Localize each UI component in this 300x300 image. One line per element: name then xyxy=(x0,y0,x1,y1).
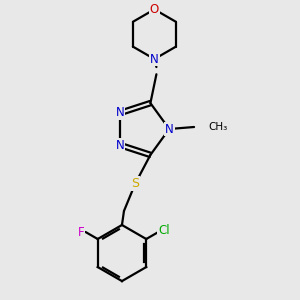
Text: F: F xyxy=(77,226,84,238)
Text: Cl: Cl xyxy=(158,224,170,237)
Text: N: N xyxy=(165,122,174,136)
Text: S: S xyxy=(131,177,139,190)
Text: N: N xyxy=(150,52,159,65)
Text: CH₃: CH₃ xyxy=(208,122,227,132)
Text: N: N xyxy=(116,106,124,119)
Text: N: N xyxy=(116,139,124,152)
Text: O: O xyxy=(150,3,159,16)
